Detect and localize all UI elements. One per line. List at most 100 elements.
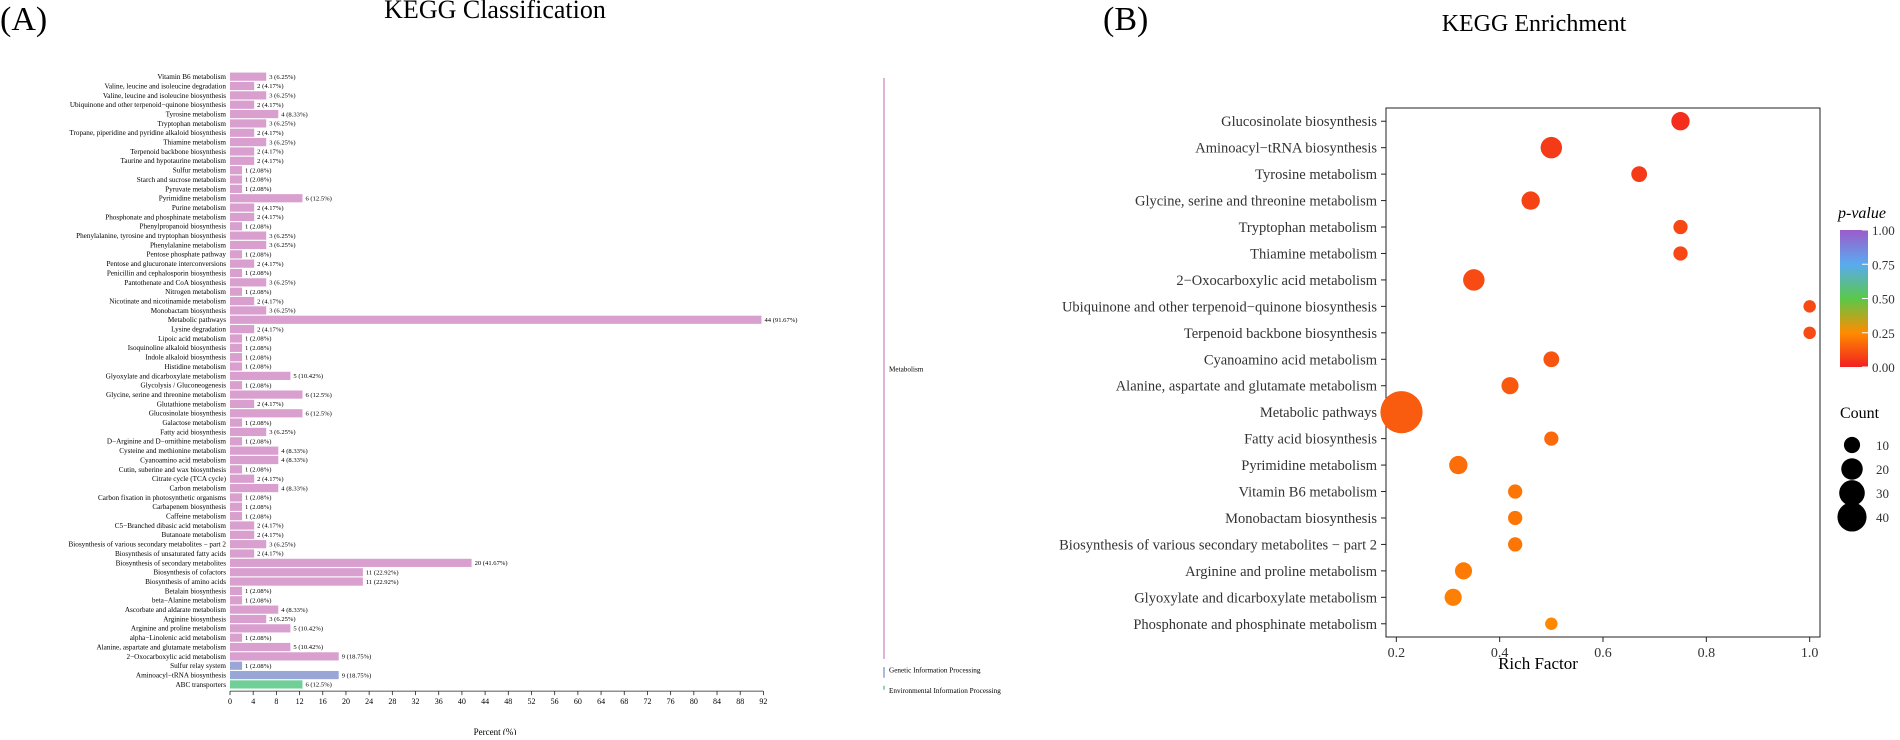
bar [230,596,243,605]
x-tick-label: 68 [620,697,628,706]
bar-value-label: 2 (4.17%) [257,83,283,90]
x-tick-label: 48 [504,697,512,706]
bar [230,399,255,409]
bar [230,474,255,483]
x-tick-label: 0.6 [1594,646,1612,661]
bar [230,109,279,119]
term-label: Tyrosine metabolism [1255,167,1378,183]
bar [230,642,291,652]
category-label: Sulfur relay system [170,662,226,670]
bar [230,100,255,109]
enrichment-point [1454,562,1473,580]
bar-value-label: 2 (4.17%) [257,205,283,212]
bar [230,605,279,614]
enrichment-point [1501,377,1519,395]
bar [230,240,267,250]
colorbar-tick-label: 0.25 [1872,326,1895,341]
bar [230,166,243,175]
chart-a-plot: Vitamin B6 metabolism 3 (6.25%) Valine, le… [68,72,1001,706]
term-label: Glyoxylate and dicarboxylate metabolism [1134,590,1378,606]
bar [230,91,267,100]
x-tick-label: 92 [759,697,767,706]
category-label: Phenylpropanoid biosynthesis [140,223,227,231]
bar [230,315,762,324]
bar-value-label: 4 (8.33%) [281,607,307,614]
bar-value-label: 1 (2.08%) [245,467,271,474]
bar-value-label: 6 (12.5%) [305,682,331,689]
chart-a-title: KEGG Classification [384,0,606,24]
bar [230,568,363,577]
enrichment-point [1673,246,1688,261]
bar-value-label: 3 (6.25%) [269,242,295,249]
bar [230,633,243,642]
category-label: Biosynthesis of various secondary metabo… [68,541,226,549]
x-tick-label: 0.8 [1698,646,1716,661]
x-tick-label: 84 [713,697,721,706]
colorbar-tick-label: 0.50 [1872,292,1895,307]
bar-value-label: 2 (4.17%) [257,298,283,305]
category-label: Butanoate metabolism [162,531,227,539]
category-label: Histidine metabolism [164,363,226,371]
bar-value-label: 1 (2.08%) [245,364,271,371]
enrichment-point [1444,588,1462,606]
count-legend-label: 40 [1876,510,1889,525]
category-label: Monobactam biosynthesis [151,307,226,315]
bar-value-label: 1 (2.08%) [245,588,271,595]
term-label: Pyrimidine metabolism [1241,458,1377,474]
bar-value-label: 9 (18.75%) [342,654,372,661]
category-label: Pentose phosphate pathway [147,251,227,259]
bar-value-label: 11 (22.92%) [366,579,399,586]
category-label: Phenylalanine, tyrosine and tryptophan b… [76,232,226,240]
count-legend-dot [1839,480,1865,506]
term-label: Thiamine metabolism [1250,246,1378,262]
bar-value-label: 1 (2.08%) [245,336,271,343]
x-tick-label: 72 [643,697,651,706]
x-tick-label: 60 [574,697,582,706]
group-label: Genetic Information Processing [889,667,981,675]
category-label: Carbon metabolism [170,484,227,492]
bar [230,296,255,306]
category-label: Pantothenate and CoA biosynthesis [124,279,226,287]
category-label: Isoquinoline alkaloid biosynthesis [128,344,226,352]
enrichment-point [1508,484,1523,499]
bar [230,203,255,212]
category-label: Vitamin B6 metabolism [157,73,226,81]
bar-value-label: 2 (4.17%) [257,532,283,539]
enrichment-point [1631,166,1648,183]
term-label: 2−Oxocarboxylic acid metabolism [1176,273,1377,289]
bar [230,455,279,465]
bar-value-label: 2 (4.17%) [257,476,283,483]
bar [230,437,243,446]
group-label: Environmental Information Processing [889,687,1001,695]
category-label: Galactose metabolism [162,419,226,427]
bar [230,483,279,493]
bar-value-label: 2 (4.17%) [257,261,283,268]
x-tick-label: 76 [667,697,675,706]
category-label: Glycolysis / Gluconeogenesis [141,382,227,390]
bar [230,184,243,193]
bar-value-label: 1 (2.08%) [245,289,271,296]
x-tick-label: 0 [228,697,232,706]
bar-value-label: 1 (2.08%) [245,439,271,446]
category-label: Pyruvate metabolism [165,185,226,193]
bar [230,194,303,203]
bar [230,287,243,296]
chart-b-plot: Glucosinolate biosynthesis Aminoacyl−tRNA… [1059,107,1821,661]
bar-value-label: 1 (2.08%) [245,252,271,259]
bar-value-label: 20 (41.67%) [475,560,508,567]
x-tick-label: 56 [551,697,559,706]
bar [230,586,243,596]
category-label: Cyanoamino acid metabolism [140,456,226,464]
bar [230,558,472,567]
x-tick-label: 12 [296,697,304,706]
bar-value-label: 1 (2.08%) [245,354,271,361]
x-tick-label: 16 [319,697,327,706]
bar-value-label: 6 (12.5%) [305,410,331,417]
category-label: Nicotinate and nicotinamide metabolism [109,297,226,305]
bar-value-label: 6 (12.5%) [305,195,331,202]
x-tick-label: 8 [274,697,278,706]
enrichment-point [1463,269,1485,291]
category-label: Cysteine and methionine metabolism [119,447,226,455]
term-label: Glycine, serine and threonine metabolism [1135,194,1378,210]
